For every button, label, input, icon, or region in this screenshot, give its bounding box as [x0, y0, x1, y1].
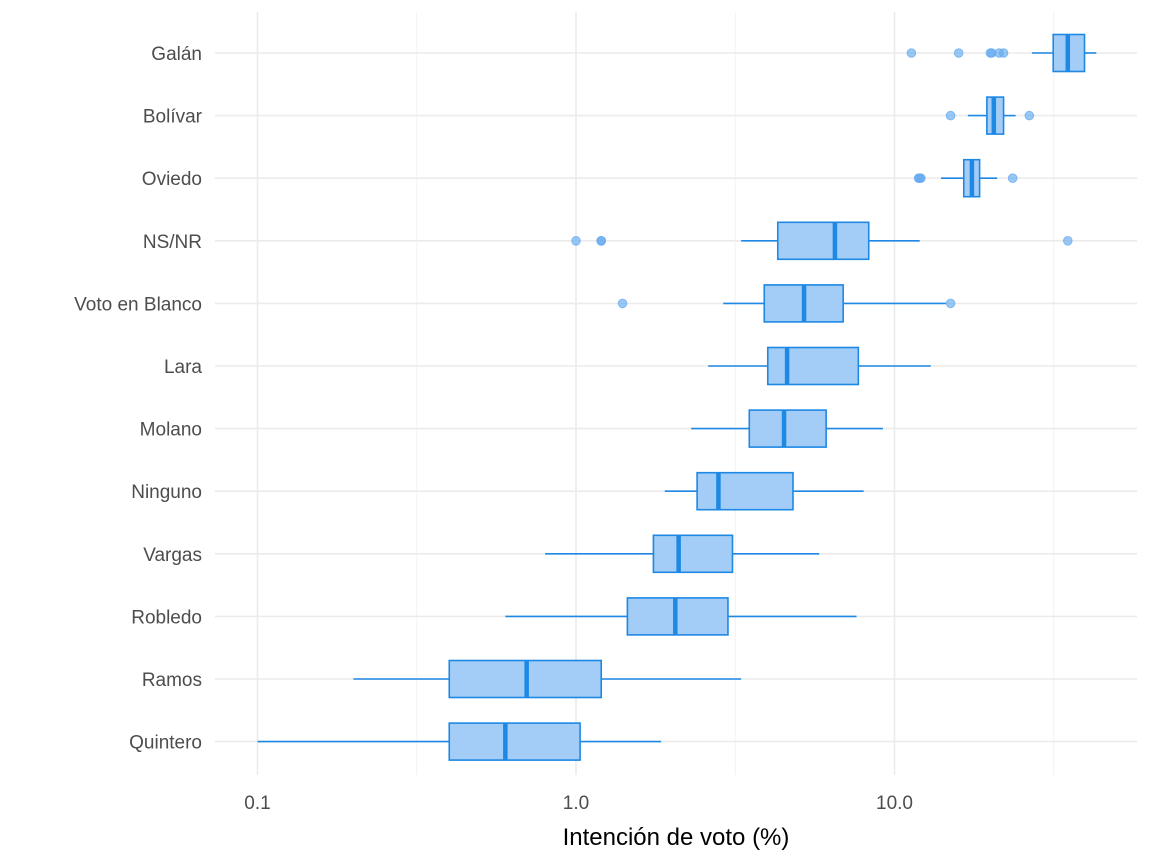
category-label: Ramos [142, 670, 202, 691]
box-iqr [626, 597, 729, 636]
outlier-point [953, 48, 964, 58]
x-axis-ticks: 0.1 1.0 10.0 [244, 793, 913, 814]
category-label: Ninguno [131, 482, 202, 503]
outlier-point [617, 298, 628, 309]
outlier-point [596, 236, 607, 246]
box-iqr [448, 722, 581, 761]
outlier-point [571, 236, 581, 246]
outlier-point [945, 110, 956, 121]
x-tick-label: 0.1 [244, 793, 270, 814]
box-iqr [766, 346, 860, 386]
box-iqr [776, 221, 870, 261]
box-iqr [748, 409, 827, 448]
category-label: Robledo [131, 607, 202, 628]
category-label: Molano [140, 420, 202, 441]
category-label: Galán [151, 44, 202, 65]
x-tick-label: 1.0 [563, 793, 589, 814]
x-tick-label: 10.0 [876, 793, 913, 814]
box-marks [257, 33, 1097, 761]
outlier-point [916, 173, 926, 183]
box-iqr [696, 471, 794, 511]
outlier-point [1007, 173, 1018, 183]
x-axis-title: Intención de voto (%) [563, 824, 790, 851]
category-label: Quintero [129, 733, 202, 754]
category-label: Lara [164, 357, 202, 378]
category-labels: Galán Bolívar Oviedo NS/NR Voto en Blanco Lar… [74, 44, 202, 754]
category-label: Vargas [143, 545, 202, 566]
category-label: NS/NR [143, 232, 202, 253]
category-label: Oviedo [142, 169, 202, 190]
box-iqr [652, 534, 734, 574]
outlier-point [998, 48, 1009, 58]
outlier-point [945, 298, 956, 309]
outlier-point [1062, 236, 1073, 246]
category-label: Voto en Blanco [74, 294, 202, 315]
category-label: Bolívar [143, 107, 203, 128]
outlier-point [1024, 110, 1035, 121]
outlier-point [906, 48, 917, 58]
